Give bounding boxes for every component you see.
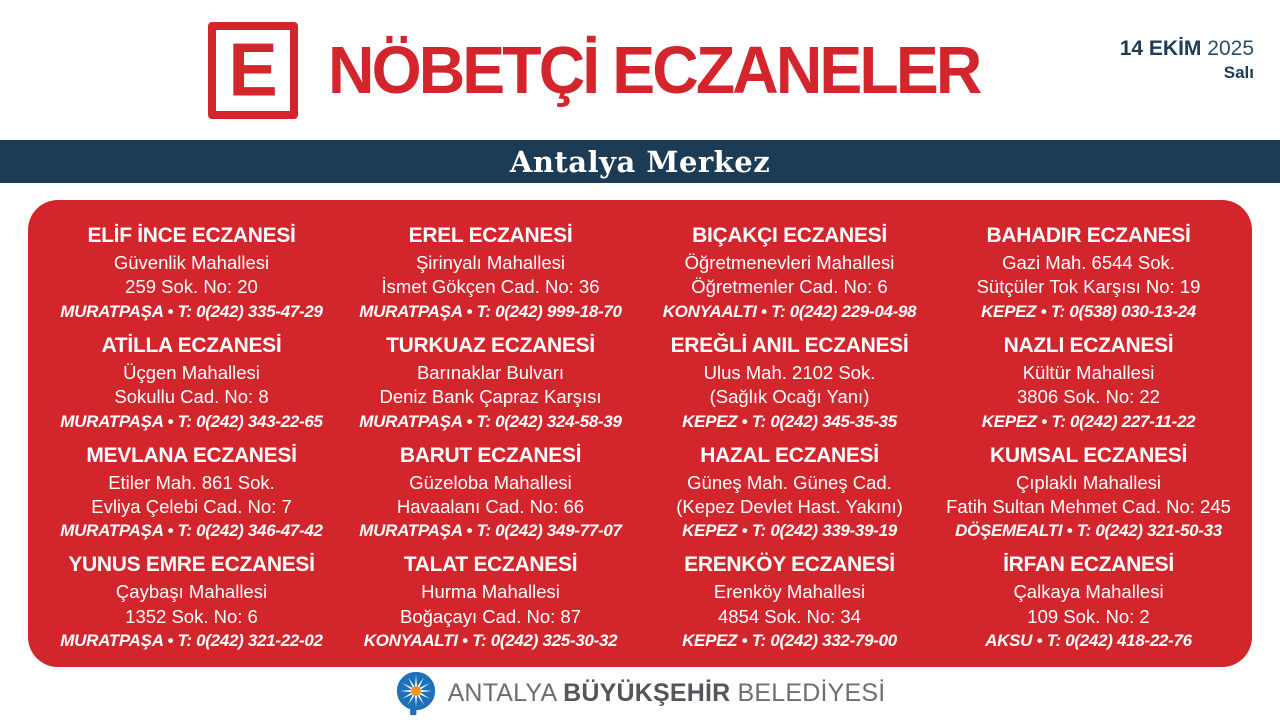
pharmacy-name: TURKUAZ ECZANESİ: [386, 333, 595, 357]
pharmacy-address-line1: Güzeloba Mahallesi: [409, 471, 572, 493]
pharmacy-address-line2: Boğaçayı Cad. No: 87: [400, 605, 581, 627]
pharmacy-address-line2: (Sağlık Ocağı Yanı): [709, 386, 870, 408]
pharmacy-address-line2: Sütçüler Tok Karşısı No: 19: [976, 276, 1201, 298]
pharmacy-district-phone: KEPEZ • T: 0(242) 227-11-22: [981, 411, 1196, 431]
pharmacy-name: ATİLLA ECZANESİ: [101, 333, 282, 357]
pharmacy-district-phone: MURATPAŞA • T: 0(242) 343-22-65: [60, 411, 323, 431]
pharmacy-address-line1: Kültür Mahallesi: [1022, 361, 1155, 383]
pharmacy-name: BIÇAKÇI ECZANESİ: [692, 224, 887, 247]
municipality-sun-logo: [396, 671, 435, 716]
pharmacy-card: HAZAL ECZANESİ Güneş Mah. Güneş Cad. (Ke…: [640, 442, 939, 542]
pharmacy-address-line1: Üçgen Mahallesi: [123, 361, 260, 383]
pharmacy-card: TALAT ECZANESİ Hurma Mahallesi Boğaçayı …: [341, 551, 640, 651]
pharmacy-address-line2: Havaalanı Cad. No: 66: [396, 496, 585, 518]
pharmacy-address-line1: Çıplaklı Mahallesi: [1016, 471, 1161, 493]
pharmacy-address-line2: 4854 Sok. No: 34: [718, 605, 861, 627]
municipality-brand-text: ANTALYA BÜYÜKŞEHİR BELEDİYESİ: [448, 679, 886, 708]
pharmacy-card: TURKUAZ ECZANESİ Barınaklar Bulvarı Deni…: [341, 332, 640, 432]
pharmacy-name: NAZLI ECZANESİ: [1003, 333, 1174, 357]
pharmacy-address-line1: Çaybaşı Mahallesi: [115, 581, 268, 603]
brand-belediyesi: BELEDİYESİ: [730, 679, 886, 707]
pharmacy-address-line1: Güneş Mah. Güneş Cad.: [687, 471, 892, 493]
footer: ANTALYA BÜYÜKŞEHİR BELEDİYESİ: [0, 667, 1280, 720]
pharmacy-e-logo: E: [208, 21, 298, 119]
date-year: 2025: [1207, 37, 1254, 60]
pharmacy-district-phone: KEPEZ • T: 0(538) 030-13-24: [981, 301, 1196, 321]
brand-buyuksehir: BÜYÜKŞEHİR: [563, 679, 731, 707]
pharmacy-card: ATİLLA ECZANESİ Üçgen Mahallesi Sokullu …: [42, 332, 341, 432]
pharmacy-district-phone: KONYAALTI • T: 0(242) 325-30-32: [363, 631, 618, 651]
pharmacy-address-line1: Barınaklar Bulvarı: [416, 361, 565, 383]
pharmacy-card: EREL ECZANESİ Şirinyalı Mahallesi İsmet …: [341, 222, 640, 322]
pharmacy-address-line2: Fatih Sultan Mehmet Cad. No: 245: [946, 496, 1231, 518]
pharmacy-address-line1: Şirinyalı Mahallesi: [415, 252, 566, 273]
pharmacy-district-phone: MURATPAŞA • T: 0(242) 324-58-39: [359, 411, 622, 431]
pharmacy-card: BIÇAKÇI ECZANESİ Öğretmenevleri Mahalles…: [640, 222, 939, 322]
pharmacy-address-line2: Evliya Çelebi Cad. No: 7: [91, 496, 292, 518]
pharmacy-address-line1: Hurma Mahallesi: [421, 581, 560, 603]
pharmacy-card: İRFAN ECZANESİ Çalkaya Mahallesi 109 Sok…: [939, 551, 1238, 651]
date-weekday: Salı: [1223, 63, 1254, 83]
pharmacy-address-line1: Erenköy Mahallesi: [713, 581, 866, 603]
pharmacy-name: KUMSAL ECZANESİ: [990, 443, 1187, 467]
pharmacy-e-letter: E: [228, 27, 278, 112]
pharmacy-district-phone: KEPEZ • T: 0(242) 345-35-35: [682, 411, 897, 431]
region-label: Antalya Merkez: [509, 144, 771, 179]
pharmacy-name: HAZAL ECZANESİ: [700, 443, 879, 467]
pharmacy-district-phone: DÖŞEMEALTI • T: 0(242) 321-50-33: [955, 521, 1222, 541]
pharmacy-card: EREĞLİ ANIL ECZANESİ Ulus Mah. 2102 Sok.…: [640, 332, 939, 432]
pharmacy-grid: ELİF İNCE ECZANESİ Güvenlik Mahallesi 25…: [42, 222, 1238, 651]
pharmacy-panel: ELİF İNCE ECZANESİ Güvenlik Mahallesi 25…: [28, 200, 1252, 667]
pharmacy-card: BARUT ECZANESİ Güzeloba Mahallesi Havaal…: [341, 442, 640, 542]
pharmacy-address-line2: Öğretmenler Cad. No: 6: [691, 276, 888, 298]
pharmacy-address-line2: İsmet Gökçen Cad. No: 36: [381, 276, 600, 298]
pharmacy-address-line2: Deniz Bank Çapraz Karşısı: [379, 386, 602, 408]
pharmacy-district-phone: MURATPAŞA • T: 0(242) 346-47-42: [60, 521, 323, 541]
pharmacy-card: BAHADIR ECZANESİ Gazi Mah. 6544 Sok. Süt…: [939, 222, 1238, 322]
pharmacy-district-phone: KEPEZ • T: 0(242) 339-39-19: [682, 521, 897, 541]
pharmacy-address-line2: Sokullu Cad. No: 8: [114, 386, 269, 408]
pharmacy-address-line1: Ulus Mah. 2102 Sok.: [703, 361, 876, 383]
pharmacy-address-line1: Gazi Mah. 6544 Sok.: [1002, 252, 1175, 273]
header: E NÖBETÇİ ECZANELER 14 EKİM 2025 Salı: [0, 0, 1280, 140]
pharmacy-address-line1: Etiler Mah. 861 Sok.: [108, 471, 275, 493]
pharmacy-name: İRFAN ECZANESİ: [1003, 553, 1174, 577]
pharmacy-name: BARUT ECZANESİ: [399, 443, 582, 467]
pharmacy-name: ELİF İNCE ECZANESİ: [87, 224, 296, 247]
pharmacy-address-line2: 259 Sok. No: 20: [125, 276, 258, 298]
pharmacy-name: ERENKÖY ECZANESİ: [684, 553, 895, 577]
pharmacy-district-phone: AKSU • T: 0(242) 418-22-76: [985, 631, 1192, 651]
pharmacy-name: EREL ECZANESİ: [408, 224, 573, 247]
date-line: 14 EKİM 2025: [1120, 36, 1254, 62]
pharmacy-name: MEVLANA ECZANESİ: [86, 443, 297, 467]
pharmacy-district-phone: MURATPAŞA • T: 0(242) 999-18-70: [359, 301, 622, 321]
pharmacy-name: YUNUS EMRE ECZANESİ: [68, 553, 315, 577]
pharmacy-address-line2: 109 Sok. No: 2: [1027, 605, 1150, 627]
pharmacy-district-phone: MURATPAŞA • T: 0(242) 349-77-07: [359, 521, 622, 541]
brand-antalya: ANTALYA: [447, 679, 564, 707]
pharmacy-district-phone: KEPEZ • T: 0(242) 332-79-00: [682, 631, 897, 651]
pharmacy-card: ELİF İNCE ECZANESİ Güvenlik Mahallesi 25…: [42, 222, 341, 322]
page-title: NÖBETÇİ ECZANELER: [328, 32, 982, 108]
pharmacy-address-line1: Öğretmenevleri Mahallesi: [684, 252, 895, 273]
date-day-month: 14 EKİM: [1119, 37, 1202, 60]
pharmacy-card: ERENKÖY ECZANESİ Erenköy Mahallesi 4854 …: [640, 551, 939, 651]
pharmacy-name: BAHADIR ECZANESİ: [986, 224, 1191, 247]
pharmacy-card: MEVLANA ECZANESİ Etiler Mah. 861 Sok. Ev…: [42, 442, 341, 542]
pharmacy-district-phone: KONYAALTI • T: 0(242) 229-04-98: [662, 301, 917, 321]
pharmacy-address-line1: Çalkaya Mahallesi: [1013, 581, 1164, 603]
pharmacy-district-phone: MURATPAŞA • T: 0(242) 321-22-02: [60, 631, 323, 651]
pharmacy-address-line1: Güvenlik Mahallesi: [113, 252, 270, 273]
pharmacy-address-line2: (Kepez Devlet Hast. Yakını): [676, 496, 903, 518]
region-bar: Antalya Merkez: [0, 140, 1280, 183]
pharmacy-district-phone: MURATPAŞA • T: 0(242) 335-47-29: [60, 301, 323, 321]
pharmacy-card: KUMSAL ECZANESİ Çıplaklı Mahallesi Fatih…: [939, 442, 1238, 542]
pharmacy-address-line2: 1352 Sok. No: 6: [125, 605, 258, 627]
pharmacy-address-line2: 3806 Sok. No: 22: [1017, 386, 1160, 408]
pharmacy-card: YUNUS EMRE ECZANESİ Çaybaşı Mahallesi 13…: [42, 551, 341, 651]
pharmacy-card: NAZLI ECZANESİ Kültür Mahallesi 3806 Sok…: [939, 332, 1238, 432]
pharmacy-name: EREĞLİ ANIL ECZANESİ: [670, 333, 909, 357]
pharmacy-name: TALAT ECZANESİ: [403, 553, 578, 577]
date-block: 14 EKİM 2025 Salı: [1120, 36, 1254, 84]
